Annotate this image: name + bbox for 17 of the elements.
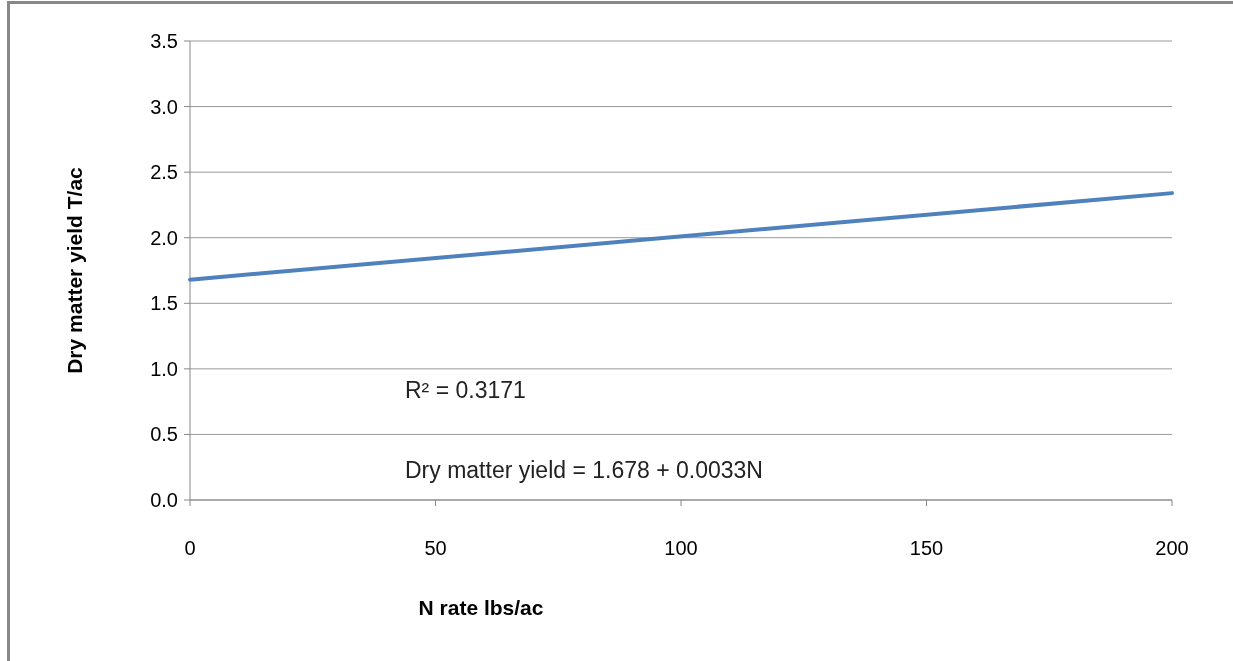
y-tick-label: 1.0 (150, 357, 178, 380)
y-tick-label: 3.5 (150, 30, 178, 52)
x-tick-label: 150 (909, 537, 944, 559)
x-tick-label: 200 (1155, 537, 1189, 559)
x-axis-title: N rate lbs/ac (418, 596, 544, 619)
annotation: R² = 0.3171 (405, 377, 526, 403)
annotation: Dry matter yield = 1.678 + 0.0033N (405, 457, 763, 483)
y-axis-title: Dry matter yield T/ac (63, 166, 86, 374)
x-tick-label: 0 (184, 537, 196, 559)
y-tick-label: 2.0 (150, 226, 178, 249)
y-tick-label: 0.0 (150, 489, 178, 511)
y-tick-label: 0.5 (150, 423, 178, 446)
y-tick-label: 2.5 (150, 161, 178, 184)
y-tick-label: 3.0 (150, 95, 178, 118)
y-tick-label: 1.5 (150, 292, 178, 315)
x-tick-label: 50 (424, 537, 447, 559)
x-tick-label: 100 (664, 537, 698, 559)
